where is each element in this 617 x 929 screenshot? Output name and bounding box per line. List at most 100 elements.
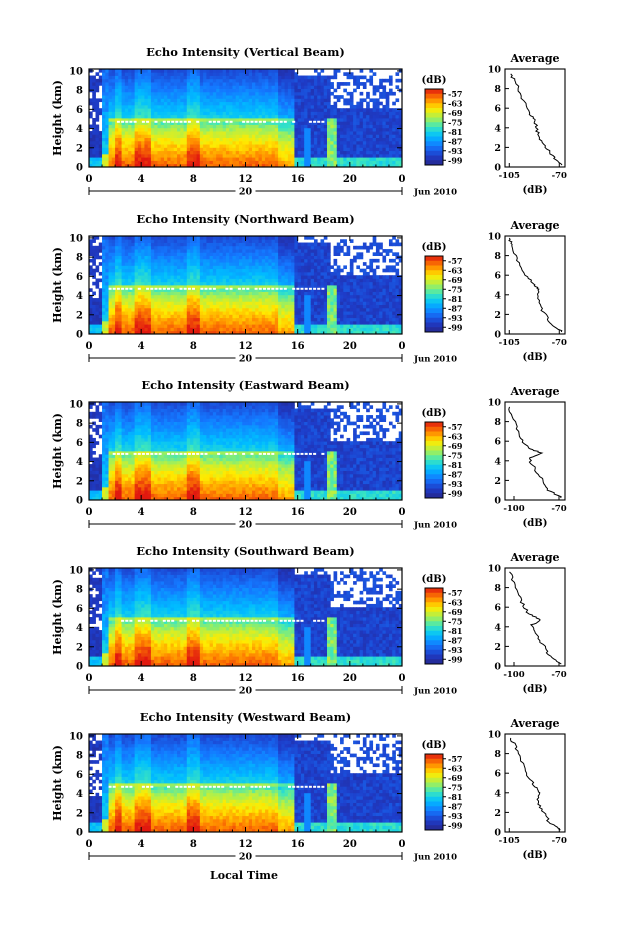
heatmap-cell	[177, 121, 181, 125]
heatmap-cell	[323, 278, 328, 283]
heatmap-cell	[173, 265, 178, 270]
heatmap-cell	[92, 108, 96, 112]
heatmap-cell	[186, 278, 191, 283]
heatmap-cell	[177, 291, 181, 296]
heatmap-cell	[245, 236, 250, 240]
heatmap-cell	[294, 294, 299, 299]
heatmap-cell	[310, 101, 315, 106]
heatmap-cell	[199, 82, 204, 86]
heatmap-cell	[144, 104, 149, 109]
heatmap-cell	[222, 95, 227, 99]
heatmap-cell	[323, 98, 328, 103]
heatmap-cell	[216, 239, 220, 243]
heatmap-cell	[131, 275, 136, 279]
heatmap-cell	[157, 327, 162, 332]
heatmap-cell	[147, 104, 152, 109]
heatmap-cell	[294, 242, 299, 247]
heatmap-cell	[118, 163, 122, 168]
heatmap-cell	[128, 258, 132, 263]
heatmap-cell	[111, 271, 116, 276]
heatmap-cell	[203, 163, 207, 168]
heatmap-cell	[330, 147, 334, 152]
heatmap-cell	[190, 75, 194, 80]
heatmap-cell	[115, 320, 119, 325]
heatmap-cell	[278, 101, 282, 106]
heatmap-cell	[173, 157, 178, 161]
heatmap-cell	[225, 255, 230, 260]
heatmap-cell	[245, 144, 250, 148]
heatmap-cell	[271, 72, 276, 76]
heatmap-cell	[154, 271, 158, 276]
heatmap-cell	[206, 278, 211, 283]
heatmap-cell	[372, 121, 377, 125]
heatmap-cell	[287, 252, 292, 256]
heatmap-cell	[121, 78, 126, 83]
heatmap-cell	[307, 157, 312, 161]
heatmap-cell	[105, 82, 109, 86]
heatmap-cell	[173, 85, 178, 89]
heatmap-cell	[222, 327, 227, 332]
heatmap-cell	[307, 91, 312, 96]
heatmap-cell	[395, 134, 400, 138]
heatmap-cell	[128, 75, 132, 80]
heatmap-cell	[212, 265, 217, 270]
heatmap-cell	[235, 157, 240, 161]
heatmap-cell	[183, 137, 188, 142]
heatmap-cell	[183, 239, 188, 243]
heatmap-cell	[203, 114, 207, 119]
heatmap-cell	[134, 137, 139, 142]
heatmap-cell	[163, 252, 168, 256]
heatmap-cell	[118, 271, 122, 276]
heatmap-cell	[238, 144, 243, 148]
heatmap-cell	[105, 69, 109, 73]
heatmap-cell	[294, 324, 299, 328]
heatmap-cell	[353, 137, 357, 142]
heatmap-cell	[124, 268, 129, 273]
heatmap-cell	[134, 134, 139, 138]
heatmap-cell	[359, 140, 364, 145]
heatmap-cell	[353, 144, 357, 148]
heatmap-cell	[118, 320, 122, 325]
heatmap-cell	[180, 147, 184, 152]
heatmap-cell	[356, 160, 361, 165]
heatmap-cell	[229, 101, 233, 106]
heatmap-cell	[336, 111, 341, 116]
heatmap-cell	[248, 294, 253, 299]
heatmap-cell	[170, 82, 175, 86]
heatmap-cell	[196, 160, 201, 165]
heatmap-cell	[310, 236, 315, 240]
heatmap-cell	[111, 320, 116, 325]
heatmap-cell	[261, 311, 266, 315]
heatmap-cell	[271, 304, 276, 309]
heatmap-cell	[343, 72, 347, 76]
heatmap-cell	[229, 111, 233, 116]
heatmap-cell	[353, 157, 357, 161]
heatmap-cell	[219, 131, 224, 135]
profile-y-tick-label: 6	[494, 104, 501, 115]
heatmap-cell	[154, 118, 158, 122]
heatmap-cell	[300, 85, 305, 89]
heatmap-cell	[180, 101, 184, 106]
heatmap-cell	[300, 298, 305, 302]
heatmap-cell	[245, 268, 250, 273]
heatmap-cell	[131, 124, 136, 129]
heatmap-cell	[144, 150, 149, 155]
heatmap-cell	[248, 72, 253, 76]
heatmap-cell	[300, 320, 305, 325]
heatmap-cell	[92, 127, 96, 132]
heatmap-cell	[388, 75, 393, 80]
heatmap-cell	[304, 78, 308, 83]
heatmap-cell	[362, 153, 367, 158]
heatmap-cell	[111, 262, 116, 266]
heatmap-cell	[333, 124, 338, 129]
heatmap-cell	[255, 236, 259, 240]
heatmap-cell	[105, 262, 109, 266]
heatmap-cell	[118, 268, 122, 273]
heatmap-cell	[170, 144, 175, 148]
heatmap-cell	[320, 291, 325, 296]
heatmap-cell	[102, 91, 106, 96]
heatmap-cell	[343, 124, 347, 129]
heatmap-cell	[359, 147, 364, 152]
heatmap-cell	[395, 108, 400, 112]
heatmap-cell	[173, 131, 178, 135]
